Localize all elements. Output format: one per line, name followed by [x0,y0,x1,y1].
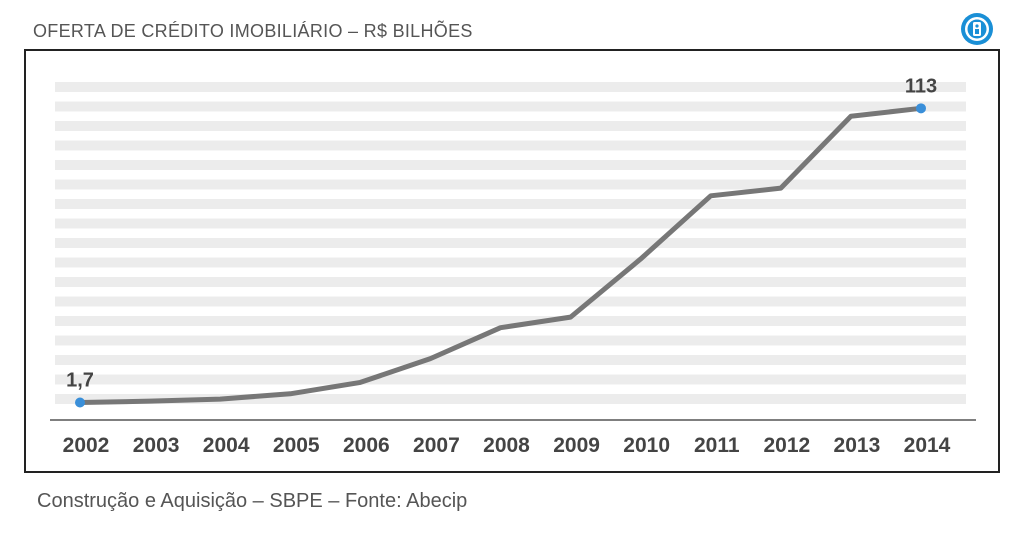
grid-band [55,355,966,365]
x-tick-label: 2009 [553,434,600,457]
data-labels: 1,7 113 [66,75,937,391]
x-tick-label: 2011 [694,434,740,457]
grid-band [55,121,966,131]
grid-band [55,394,966,404]
x-tick-label: 2014 [904,434,951,457]
series-line [77,105,924,406]
x-tick-label: 2004 [203,434,250,457]
data-label: 113 [905,75,937,97]
grid-band [55,257,966,268]
chart-title: OFERTA DE CRÉDITO IMOBILIÁRIO – R$ BILHÕ… [33,21,473,41]
chart-frame [24,49,1000,473]
key-badge-icon [961,13,993,45]
data-point-marker [75,397,85,408]
series-layer [75,103,926,408]
grid-band [55,316,966,326]
x-tick-label: 2013 [834,434,881,457]
grid-band [55,140,966,151]
grid-band [55,101,966,112]
x-tick-label: 2003 [133,434,180,457]
x-tick-label: 2007 [413,434,460,457]
grid-band [55,374,966,385]
x-tick-label: 2010 [623,434,670,457]
grid-band [55,160,966,170]
source-caption: Construção e Aquisição – SBPE – Fonte: A… [37,490,468,512]
x-tick-labels: 2002 2003 2004 2005 2006 2007 2008 2009 2010 2011… [63,434,951,457]
grid-band [55,199,966,209]
data-point-marker [916,103,926,114]
grid-band [55,238,966,248]
grid-band [55,82,966,92]
grid-band [55,179,966,190]
data-label: 1,7 [66,370,94,392]
x-tick-label: 2008 [483,434,530,457]
grid-band [55,335,966,346]
x-tick-label: 2006 [343,434,390,457]
grid-bands [55,82,966,404]
grid-band [55,218,966,229]
grid-band [55,296,966,307]
grid-band [55,277,966,287]
x-tick-label: 2012 [763,434,810,457]
x-tick-label: 2002 [63,434,110,457]
x-tick-label: 2005 [273,434,320,457]
